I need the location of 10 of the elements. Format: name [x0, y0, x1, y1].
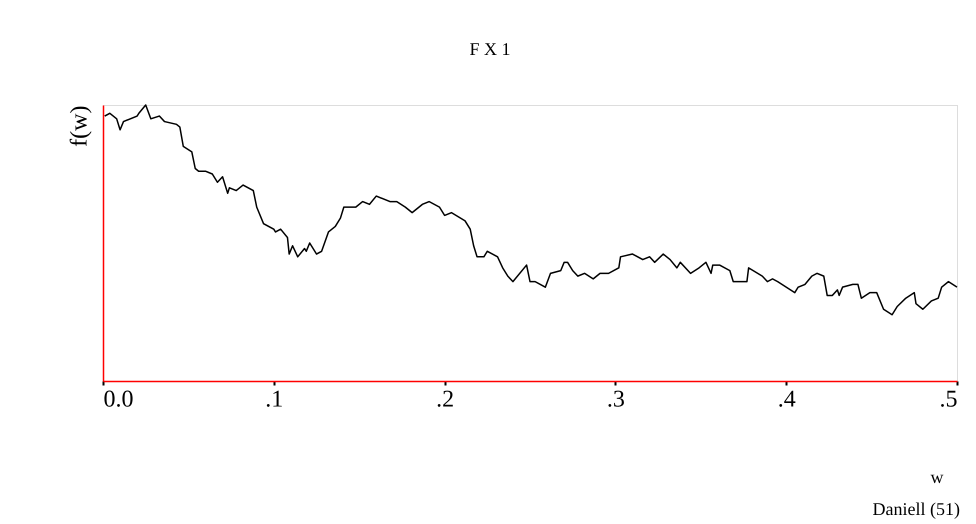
chart-subtitle: F X 1	[469, 39, 511, 59]
x-tick-label: .2	[436, 386, 454, 412]
text: Daniell (51)	[872, 499, 960, 519]
x-axis-title: w	[930, 467, 944, 487]
y-axis-title: f(w)	[66, 106, 92, 147]
x-tick-label: .4	[778, 386, 796, 412]
x-tick-label: .5	[940, 386, 958, 412]
x-tick-label: .1	[265, 386, 284, 412]
x-tick-label: .3	[606, 386, 625, 412]
x-tick-label: 0.0	[104, 386, 134, 412]
